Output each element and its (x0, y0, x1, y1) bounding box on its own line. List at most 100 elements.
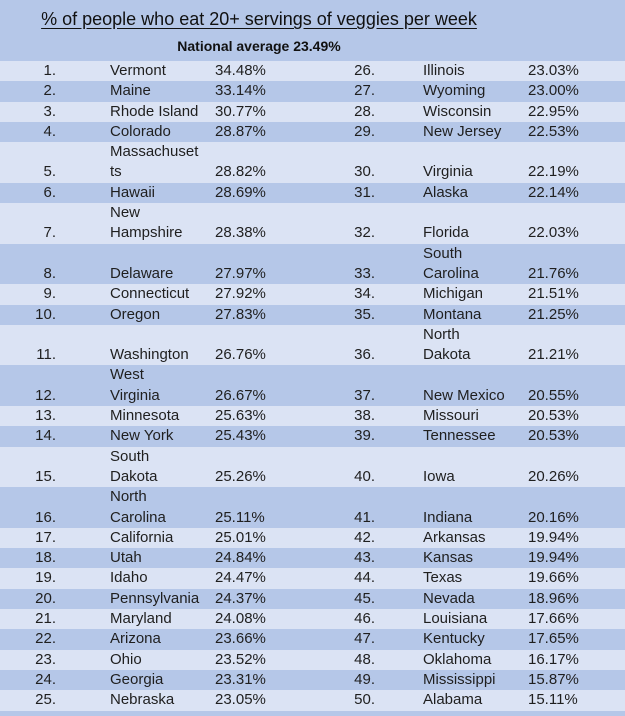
rank-right: 45. (354, 589, 375, 607)
column-gap (287, 589, 319, 609)
column-gap (375, 487, 423, 528)
column-gap (287, 650, 319, 670)
rank-left: 7. (43, 224, 56, 242)
rank-right: 35. (354, 305, 375, 323)
percent-right: 20.53% (528, 427, 579, 445)
column-gap (287, 365, 319, 406)
state-right: New Mexico (423, 386, 505, 404)
state-left: Maine (110, 82, 151, 100)
column-gap (287, 244, 319, 285)
column-gap (375, 81, 423, 101)
column-gap (600, 548, 625, 568)
state-left: Minnesota (110, 407, 180, 425)
table-row: 19. Idaho 24.47% 44. Texas 19.66% (0, 568, 625, 589)
state-right: Tennessee (423, 427, 496, 445)
state-right: Illinois (423, 62, 465, 79)
column-gap (375, 203, 423, 244)
column-gap (375, 325, 423, 366)
percent-right: 17.66% (528, 610, 579, 628)
table-row: 25. Nebraska 23.05% 50. Alabama 15.11% (0, 690, 625, 711)
column-gap (600, 325, 625, 366)
state-right: Mississippi (423, 670, 496, 688)
column-gap (287, 670, 319, 690)
rank-right: 29. (354, 122, 375, 140)
column-gap (600, 142, 625, 183)
percent-left: 25.26% (215, 467, 266, 485)
state-right: South Carolina (423, 244, 479, 282)
percent-left: 27.92% (215, 285, 266, 303)
table-row: 16. North Carolina 25.11% 41. Indiana 20… (0, 487, 625, 528)
rank-right: 47. (354, 630, 375, 648)
rank-left: 8. (43, 264, 56, 282)
column-gap (56, 447, 110, 488)
percent-left: 25.63% (215, 407, 266, 425)
rank-right: 48. (354, 650, 375, 668)
state-left: Arizona (110, 630, 161, 648)
rank-left: 13. (35, 407, 56, 425)
column-gap (375, 528, 423, 548)
state-right: Virginia (423, 163, 473, 181)
percent-right: 20.53% (528, 407, 579, 425)
rank-right: 42. (354, 528, 375, 546)
percent-right: 21.21% (528, 346, 579, 364)
table-row: 7. New Hampshire 28.38% 32. Florida 22.0… (0, 203, 625, 244)
state-right: Alabama (423, 691, 483, 709)
rank-left: 10. (35, 305, 56, 323)
rank-left: 2. (43, 82, 56, 100)
percent-left: 25.01% (215, 528, 266, 546)
column-gap (375, 629, 423, 649)
percent-right: 22.19% (528, 163, 579, 181)
state-left: Utah (110, 549, 142, 567)
state-left: California (110, 528, 174, 546)
column-gap (56, 284, 110, 304)
table-row: 6. Hawaii 28.69% 31. Alaska 22.14% (0, 182, 625, 204)
rank-left: 9. (43, 285, 56, 303)
column-gap (287, 690, 319, 710)
state-left: North Carolina (110, 488, 166, 526)
rank-right: 41. (354, 508, 375, 526)
column-gap (287, 81, 319, 101)
percent-left: 23.52% (215, 650, 266, 668)
state-left: Massachuset ts (110, 143, 199, 181)
column-gap (600, 365, 625, 406)
column-gap (287, 426, 319, 446)
rank-left: 17. (35, 528, 56, 546)
rank-right: 30. (354, 163, 375, 181)
percent-right: 20.55% (528, 386, 579, 404)
rank-right: 37. (354, 386, 375, 404)
column-gap (600, 568, 625, 588)
percent-right: 21.25% (528, 305, 579, 323)
percent-left: 30.77% (215, 102, 266, 120)
rankings-table: 1. Vermont 34.48% 26. Illinois 23.03% 2.… (0, 61, 625, 711)
state-left: Vermont (110, 62, 166, 79)
rank-right: 50. (354, 691, 375, 709)
state-right: Michigan (423, 285, 484, 303)
state-right: Montana (423, 305, 482, 323)
percent-left: 27.97% (215, 264, 266, 282)
column-gap (600, 244, 625, 285)
percent-right: 22.53% (528, 122, 579, 140)
column-gap (287, 548, 319, 568)
table-row: 17. California 25.01% 42. Arkansas 19.94… (0, 527, 625, 549)
column-gap (56, 650, 110, 670)
state-right: Indiana (423, 508, 473, 526)
column-gap (375, 102, 423, 122)
rank-left: 4. (43, 122, 56, 140)
table-row: 13. Minnesota 25.63% 38. Missouri 20.53% (0, 406, 625, 427)
column-gap (375, 589, 423, 609)
table-row: 23. Ohio 23.52% 48. Oklahoma 16.17% (0, 649, 625, 670)
rank-left: 12. (35, 386, 56, 404)
column-gap (56, 203, 110, 244)
rank-left: 21. (35, 610, 56, 628)
column-gap (600, 528, 625, 548)
rank-left: 24. (35, 670, 56, 688)
table-row: 22. Arizona 23.66% 47. Kentucky 17.65% (0, 629, 625, 650)
table-header: % of people who eat 20+ servings of vegg… (0, 0, 625, 61)
state-right: Louisiana (423, 610, 488, 628)
column-gap (287, 122, 319, 142)
column-gap (287, 609, 319, 629)
percent-left: 23.31% (215, 670, 266, 688)
percent-right: 23.03% (528, 62, 579, 79)
percent-right: 21.76% (528, 264, 579, 282)
column-gap (375, 690, 423, 710)
